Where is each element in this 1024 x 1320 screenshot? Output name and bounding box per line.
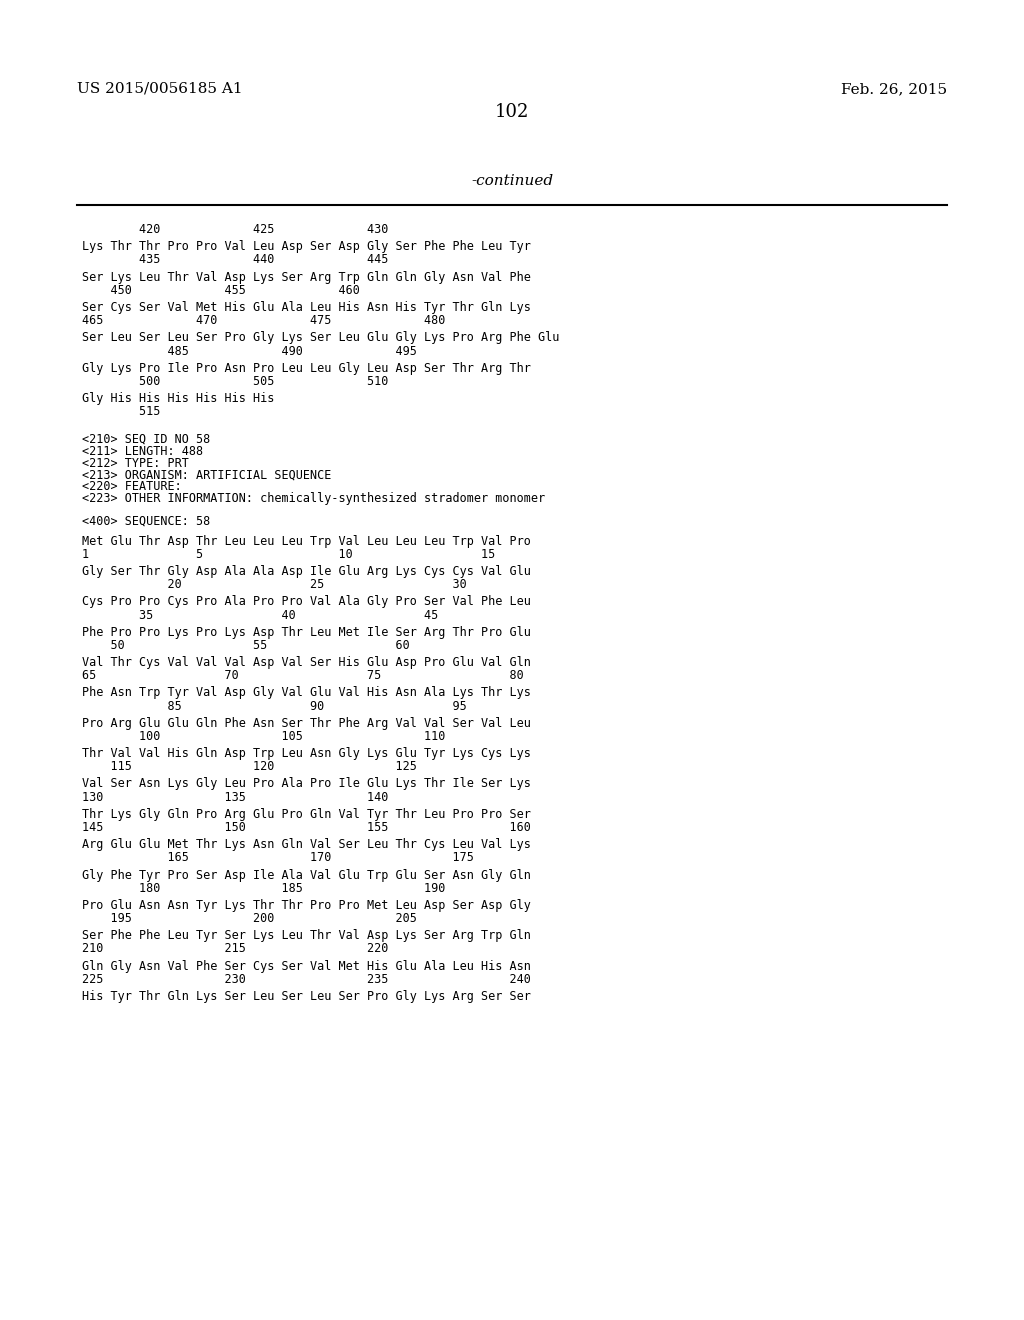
Text: 65                  70                  75                  80: 65 70 75 80: [82, 669, 523, 682]
Text: <210> SEQ ID NO 58: <210> SEQ ID NO 58: [82, 433, 210, 446]
Text: 100                 105                 110: 100 105 110: [82, 730, 445, 743]
Text: 485             490             495: 485 490 495: [82, 345, 417, 358]
Text: 515: 515: [82, 405, 161, 418]
Text: 20                  25                  30: 20 25 30: [82, 578, 467, 591]
Text: Gly Ser Thr Gly Asp Ala Ala Asp Ile Glu Arg Lys Cys Cys Val Glu: Gly Ser Thr Gly Asp Ala Ala Asp Ile Glu …: [82, 565, 530, 578]
Text: <400> SEQUENCE: 58: <400> SEQUENCE: 58: [82, 515, 210, 528]
Text: 210                 215                 220: 210 215 220: [82, 942, 388, 956]
Text: Cys Pro Pro Cys Pro Ala Pro Pro Val Ala Gly Pro Ser Val Phe Leu: Cys Pro Pro Cys Pro Ala Pro Pro Val Ala …: [82, 595, 530, 609]
Text: 1               5                   10                  15: 1 5 10 15: [82, 548, 496, 561]
Text: 420             425             430: 420 425 430: [82, 223, 388, 236]
Text: 145                 150                 155                 160: 145 150 155 160: [82, 821, 530, 834]
Text: 115                 120                 125: 115 120 125: [82, 760, 417, 774]
Text: 102: 102: [495, 103, 529, 121]
Text: 180                 185                 190: 180 185 190: [82, 882, 445, 895]
Text: <213> ORGANISM: ARTIFICIAL SEQUENCE: <213> ORGANISM: ARTIFICIAL SEQUENCE: [82, 469, 332, 482]
Text: Lys Thr Thr Pro Pro Val Leu Asp Ser Asp Gly Ser Phe Phe Leu Tyr: Lys Thr Thr Pro Pro Val Leu Asp Ser Asp …: [82, 240, 530, 253]
Text: <212> TYPE: PRT: <212> TYPE: PRT: [82, 457, 188, 470]
Text: Gly His His His His His His: Gly His His His His His His: [82, 392, 274, 405]
Text: Gly Lys Pro Ile Pro Asn Pro Leu Leu Gly Leu Asp Ser Thr Arg Thr: Gly Lys Pro Ile Pro Asn Pro Leu Leu Gly …: [82, 362, 530, 375]
Text: Feb. 26, 2015: Feb. 26, 2015: [841, 82, 947, 96]
Text: Val Thr Cys Val Val Val Asp Val Ser His Glu Asp Pro Glu Val Gln: Val Thr Cys Val Val Val Asp Val Ser His …: [82, 656, 530, 669]
Text: Gly Phe Tyr Pro Ser Asp Ile Ala Val Glu Trp Glu Ser Asn Gly Gln: Gly Phe Tyr Pro Ser Asp Ile Ala Val Glu …: [82, 869, 530, 882]
Text: Met Glu Thr Asp Thr Leu Leu Leu Trp Val Leu Leu Leu Trp Val Pro: Met Glu Thr Asp Thr Leu Leu Leu Trp Val …: [82, 535, 530, 548]
Text: -continued: -continued: [471, 174, 553, 189]
Text: Ser Leu Ser Leu Ser Pro Gly Lys Ser Leu Glu Gly Lys Pro Arg Phe Glu: Ser Leu Ser Leu Ser Pro Gly Lys Ser Leu …: [82, 331, 559, 345]
Text: 465             470             475             480: 465 470 475 480: [82, 314, 445, 327]
Text: Phe Asn Trp Tyr Val Asp Gly Val Glu Val His Asn Ala Lys Thr Lys: Phe Asn Trp Tyr Val Asp Gly Val Glu Val …: [82, 686, 530, 700]
Text: 435             440             445: 435 440 445: [82, 253, 388, 267]
Text: <211> LENGTH: 488: <211> LENGTH: 488: [82, 445, 203, 458]
Text: 195                 200                 205: 195 200 205: [82, 912, 417, 925]
Text: 35                  40                  45: 35 40 45: [82, 609, 438, 622]
Text: Pro Glu Asn Asn Tyr Lys Thr Thr Pro Pro Met Leu Asp Ser Asp Gly: Pro Glu Asn Asn Tyr Lys Thr Thr Pro Pro …: [82, 899, 530, 912]
Text: Ser Phe Phe Leu Tyr Ser Lys Leu Thr Val Asp Lys Ser Arg Trp Gln: Ser Phe Phe Leu Tyr Ser Lys Leu Thr Val …: [82, 929, 530, 942]
Text: 165                 170                 175: 165 170 175: [82, 851, 474, 865]
Text: 85                  90                  95: 85 90 95: [82, 700, 467, 713]
Text: US 2015/0056185 A1: US 2015/0056185 A1: [77, 82, 243, 96]
Text: 450             455             460: 450 455 460: [82, 284, 359, 297]
Text: Thr Lys Gly Gln Pro Arg Glu Pro Gln Val Tyr Thr Leu Pro Pro Ser: Thr Lys Gly Gln Pro Arg Glu Pro Gln Val …: [82, 808, 530, 821]
Text: 500             505             510: 500 505 510: [82, 375, 388, 388]
Text: Ser Cys Ser Val Met His Glu Ala Leu His Asn His Tyr Thr Gln Lys: Ser Cys Ser Val Met His Glu Ala Leu His …: [82, 301, 530, 314]
Text: <223> OTHER INFORMATION: chemically-synthesized stradomer monomer: <223> OTHER INFORMATION: chemically-synt…: [82, 492, 545, 506]
Text: Ser Lys Leu Thr Val Asp Lys Ser Arg Trp Gln Gln Gly Asn Val Phe: Ser Lys Leu Thr Val Asp Lys Ser Arg Trp …: [82, 271, 530, 284]
Text: Arg Glu Glu Met Thr Lys Asn Gln Val Ser Leu Thr Cys Leu Val Lys: Arg Glu Glu Met Thr Lys Asn Gln Val Ser …: [82, 838, 530, 851]
Text: Pro Arg Glu Glu Gln Phe Asn Ser Thr Phe Arg Val Val Ser Val Leu: Pro Arg Glu Glu Gln Phe Asn Ser Thr Phe …: [82, 717, 530, 730]
Text: 130                 135                 140: 130 135 140: [82, 791, 388, 804]
Text: Thr Val Val His Gln Asp Trp Leu Asn Gly Lys Glu Tyr Lys Cys Lys: Thr Val Val His Gln Asp Trp Leu Asn Gly …: [82, 747, 530, 760]
Text: <220> FEATURE:: <220> FEATURE:: [82, 480, 181, 494]
Text: His Tyr Thr Gln Lys Ser Leu Ser Leu Ser Pro Gly Lys Arg Ser Ser: His Tyr Thr Gln Lys Ser Leu Ser Leu Ser …: [82, 990, 530, 1003]
Text: 50                  55                  60: 50 55 60: [82, 639, 410, 652]
Text: Phe Pro Pro Lys Pro Lys Asp Thr Leu Met Ile Ser Arg Thr Pro Glu: Phe Pro Pro Lys Pro Lys Asp Thr Leu Met …: [82, 626, 530, 639]
Text: 225                 230                 235                 240: 225 230 235 240: [82, 973, 530, 986]
Text: Val Ser Asn Lys Gly Leu Pro Ala Pro Ile Glu Lys Thr Ile Ser Lys: Val Ser Asn Lys Gly Leu Pro Ala Pro Ile …: [82, 777, 530, 791]
Text: Gln Gly Asn Val Phe Ser Cys Ser Val Met His Glu Ala Leu His Asn: Gln Gly Asn Val Phe Ser Cys Ser Val Met …: [82, 960, 530, 973]
